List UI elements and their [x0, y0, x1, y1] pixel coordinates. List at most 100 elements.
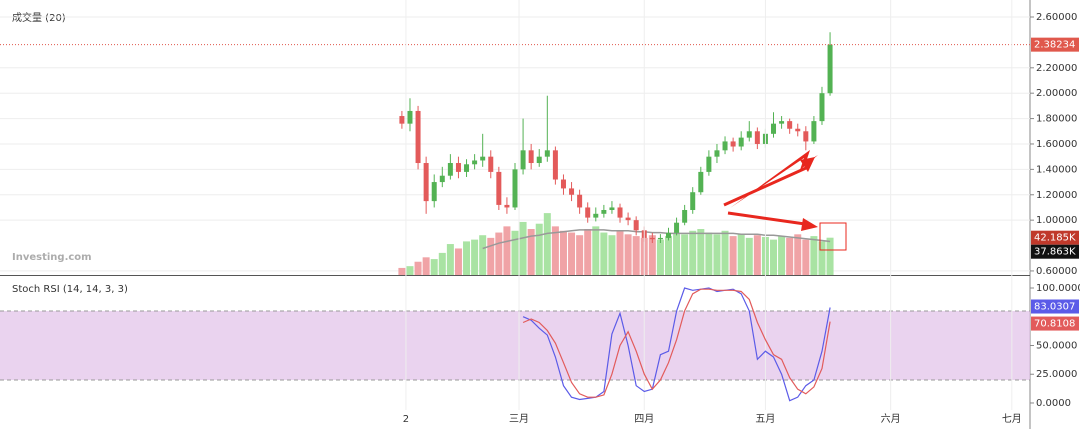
volume-bar — [487, 237, 495, 275]
volume-ma-label-box — [1031, 244, 1079, 259]
volume-bar — [551, 226, 559, 275]
highlight-box — [819, 222, 847, 251]
candle-body — [682, 209, 688, 223]
x-tick-label: 四月 — [634, 413, 654, 425]
x-tick-label: 2 — [403, 414, 409, 425]
candle-body — [480, 156, 486, 161]
y-tick-label: 100.0000 — [1036, 283, 1080, 294]
y-tick-label: 1.40000 — [1036, 164, 1077, 175]
candle-body — [439, 175, 445, 183]
annotations — [723, 150, 847, 251]
candle-body — [730, 141, 736, 147]
y-tick-label: 0.0000 — [1036, 398, 1071, 409]
candle-body — [512, 169, 518, 208]
x-tick-label: 六月 — [881, 413, 901, 425]
candle-body — [464, 164, 470, 172]
volume-bar — [527, 229, 535, 275]
stoch-last-label-box — [1031, 299, 1079, 314]
last-price-label: 2.38234 — [1034, 40, 1075, 51]
volume-bar — [543, 213, 551, 275]
y-tick-label: 1.20000 — [1036, 190, 1077, 201]
candle-body — [577, 194, 583, 208]
stoch-last-label: 83.0307 — [1034, 302, 1075, 313]
volume-bar — [608, 235, 616, 275]
volume-ma-line — [482, 229, 831, 250]
candle-body — [787, 121, 793, 129]
x-tick-label: 三月 — [509, 413, 529, 425]
volume-bar — [753, 235, 761, 275]
stoch-line — [522, 287, 831, 402]
volume-bar — [519, 221, 527, 275]
watermark: Investing.com — [12, 252, 92, 263]
volume-bar — [826, 237, 834, 275]
volume-bar — [568, 232, 576, 275]
candle-body — [593, 213, 599, 218]
candle-body — [472, 160, 478, 165]
candle-body — [601, 209, 607, 214]
stoch-last-label-box — [1031, 316, 1079, 331]
candle-body — [690, 192, 696, 210]
volume-bar — [495, 232, 503, 275]
volume-bar — [770, 239, 778, 275]
volume-bar — [430, 259, 438, 275]
candle-body — [536, 156, 542, 164]
volume-bar — [737, 234, 745, 275]
candle-body — [771, 123, 777, 134]
volume-bar — [656, 239, 664, 275]
candle-body — [754, 131, 760, 144]
volume-bar — [454, 248, 462, 275]
volume-bar — [786, 237, 794, 275]
stoch-title: Stoch RSI (14, 14, 3, 3) — [12, 284, 128, 295]
volume-bar — [818, 241, 826, 275]
volume-bar — [446, 244, 454, 275]
candle-body — [779, 121, 785, 124]
candle-body — [552, 150, 558, 180]
volume-bar — [705, 232, 713, 275]
volume-bar — [422, 257, 430, 275]
volume-bar — [438, 252, 446, 275]
candle-body — [447, 163, 453, 176]
candle-body — [504, 204, 510, 208]
candle-body — [585, 207, 591, 218]
y-tick-label: 1.60000 — [1036, 139, 1077, 150]
volume-bar — [600, 232, 608, 275]
candle-body — [560, 179, 566, 189]
candle-body — [746, 131, 752, 138]
candle-body — [569, 188, 575, 195]
candle-body — [811, 121, 817, 142]
y-tick-label: 25.0000 — [1036, 369, 1077, 380]
volume-bar — [414, 261, 422, 275]
y-tick-label: 2.00000 — [1036, 88, 1077, 99]
y-tick-label: 50.0000 — [1036, 340, 1077, 351]
candle-body — [819, 93, 825, 122]
stoch-last-label: 70.8108 — [1034, 319, 1075, 330]
candle-body — [423, 163, 429, 202]
candle-body — [431, 182, 437, 202]
volume-bar — [721, 230, 729, 275]
volume-bar — [794, 234, 802, 275]
y-tick-label: 1.00000 — [1036, 215, 1077, 226]
volume-bar — [745, 237, 753, 275]
candle-body — [674, 222, 680, 233]
candle-body — [625, 217, 631, 221]
volume-bar — [503, 226, 511, 275]
volume-bar — [398, 267, 406, 275]
volume-bar — [471, 239, 479, 275]
candle-body — [488, 156, 494, 172]
candle-body — [738, 137, 744, 147]
candle-body — [649, 237, 655, 240]
candle-body — [714, 150, 720, 157]
volume-ma-label: 37.863K — [1034, 247, 1076, 258]
candle-body — [827, 44, 833, 94]
candle-body — [617, 207, 623, 218]
candle-body — [803, 131, 809, 142]
x-tick-label: 七月 — [1002, 413, 1022, 425]
candle-body — [706, 156, 712, 172]
volume-bar — [697, 229, 705, 275]
volume-bar — [664, 236, 672, 275]
candle-body — [544, 150, 550, 157]
arrow-head — [801, 218, 818, 231]
volume-bar — [778, 236, 786, 275]
volume-bar — [535, 223, 543, 275]
